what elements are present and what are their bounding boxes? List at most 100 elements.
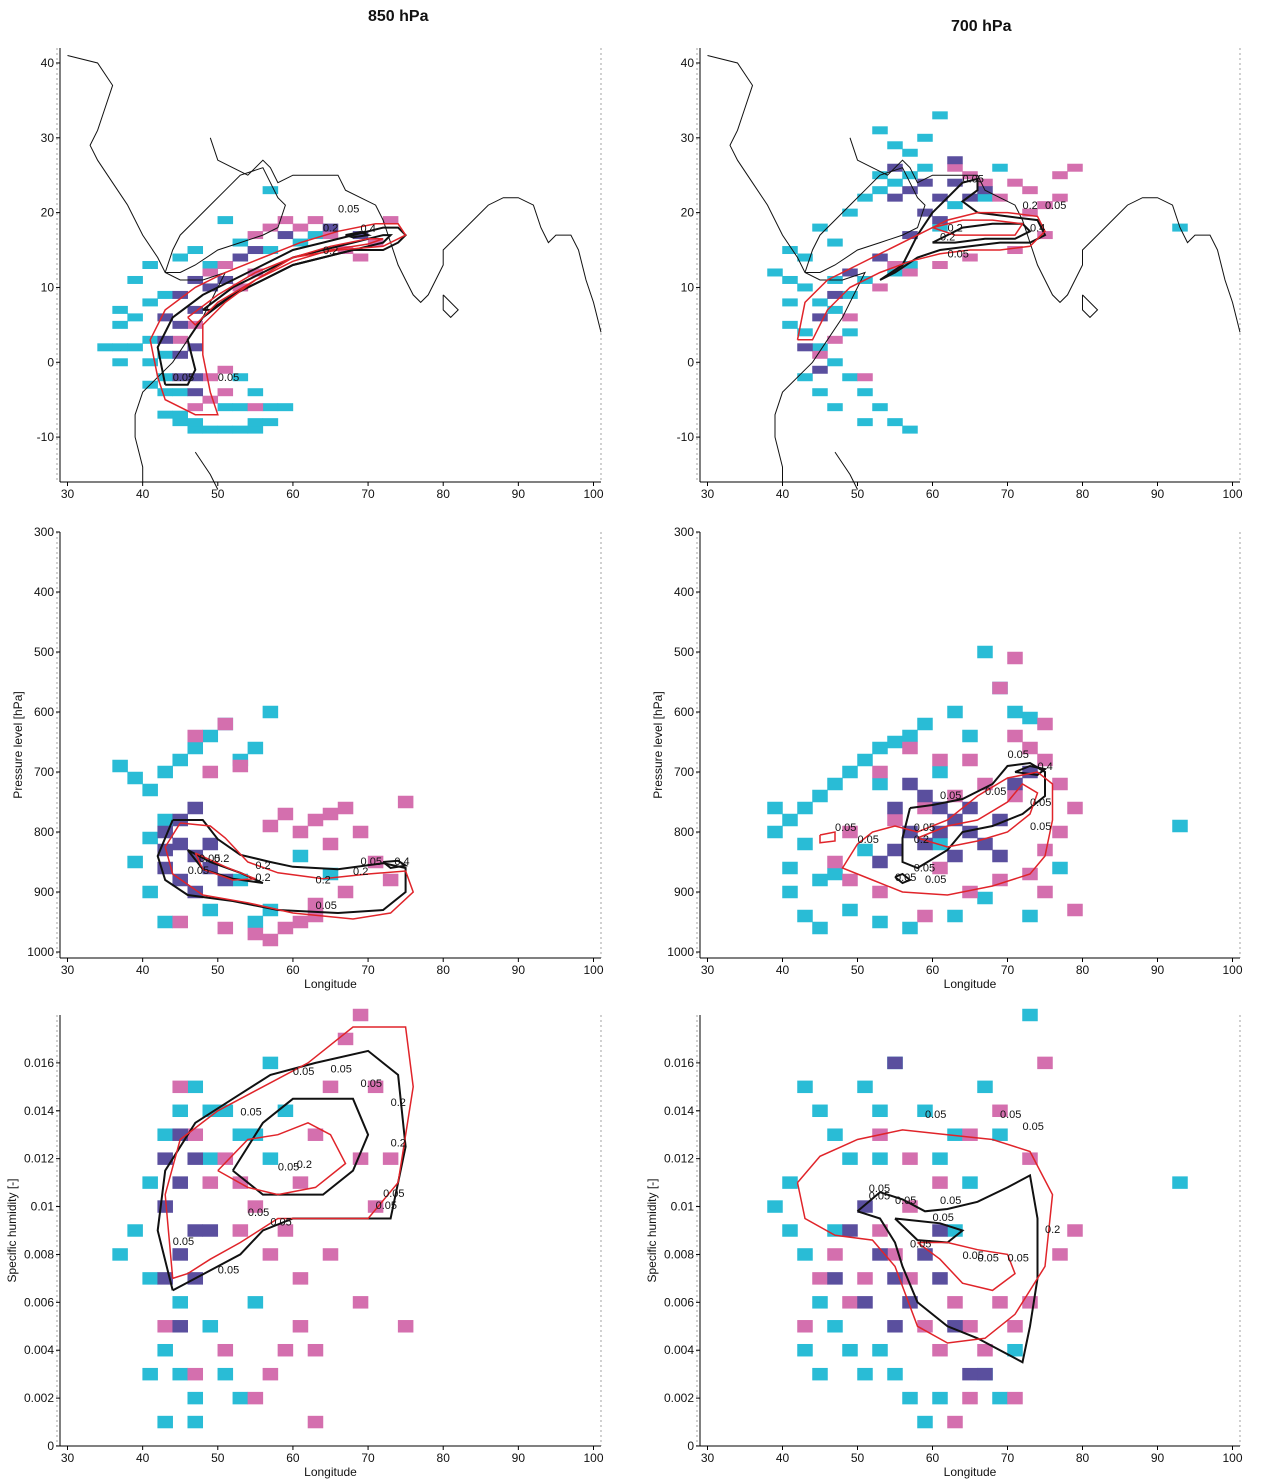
heatmap-cell bbox=[187, 418, 204, 427]
heatmap-cell bbox=[187, 373, 204, 382]
heatmap-cell bbox=[917, 789, 933, 803]
heatmap-cell bbox=[1007, 705, 1023, 719]
heatmap-cell bbox=[1022, 208, 1038, 217]
x-tick-label: 80 bbox=[437, 1451, 451, 1465]
heatmap-cell bbox=[797, 1343, 813, 1357]
heatmap-cell bbox=[247, 418, 264, 427]
contour-red bbox=[194, 852, 256, 881]
heatmap-cell bbox=[217, 403, 234, 412]
heatmap-cell bbox=[322, 1248, 339, 1261]
heatmap-cell bbox=[172, 1176, 188, 1189]
heatmap-cell bbox=[992, 849, 1008, 863]
contour-label: 0.05 bbox=[1045, 200, 1066, 212]
heatmap-cell bbox=[932, 193, 948, 202]
y-tick-label: 10 bbox=[681, 280, 695, 294]
contour-label: 0.2 bbox=[1045, 1224, 1060, 1236]
heatmap-cell bbox=[367, 238, 384, 247]
contour-label: 0.4 bbox=[361, 223, 376, 235]
heatmap-cell bbox=[932, 261, 948, 269]
heatmap-cell bbox=[142, 1367, 158, 1381]
x-tick-label: 90 bbox=[512, 963, 526, 977]
heatmap-cell bbox=[992, 1391, 1008, 1405]
x-tick-label: 30 bbox=[701, 963, 715, 977]
y-tick-label: 0.002 bbox=[664, 1391, 694, 1405]
heatmap-cell bbox=[322, 1080, 339, 1094]
heatmap-cell bbox=[782, 298, 798, 307]
x-tick-label: 100 bbox=[583, 487, 603, 501]
heatmap-cell bbox=[947, 1320, 963, 1333]
heatmap-cell bbox=[1007, 246, 1023, 255]
heatmap-cell bbox=[247, 246, 264, 255]
contour-label: 0.05 bbox=[940, 1195, 961, 1207]
contour-label: 0.05 bbox=[361, 1078, 382, 1090]
heatmap-cell bbox=[842, 1224, 858, 1237]
heatmap-cell bbox=[1052, 777, 1068, 791]
heatmap-cell bbox=[902, 729, 918, 743]
heatmap-cell bbox=[337, 885, 354, 899]
contour-label: 0.2 bbox=[948, 222, 963, 234]
heatmap-cell bbox=[142, 831, 158, 845]
y-tick-label: 600 bbox=[674, 705, 694, 719]
coastline bbox=[164, 167, 286, 273]
y-tick-label: 700 bbox=[674, 765, 694, 779]
heatmap-cell bbox=[782, 246, 798, 255]
x-tick-label: 40 bbox=[776, 1451, 790, 1465]
heatmap-cell bbox=[962, 253, 978, 262]
contour-black bbox=[156, 1049, 407, 1292]
x-tick-label: 80 bbox=[437, 487, 451, 501]
heatmap-cell bbox=[827, 335, 843, 344]
heatmap-cell bbox=[217, 275, 234, 284]
x-tick-label: 90 bbox=[1151, 1451, 1165, 1465]
heatmap-cell bbox=[887, 1056, 903, 1070]
contour-label: 0.05 bbox=[361, 856, 382, 868]
heatmap-cell bbox=[172, 1320, 188, 1333]
heatmap-cell bbox=[812, 789, 828, 803]
heatmap-cell bbox=[1067, 801, 1083, 815]
coastline bbox=[209, 137, 602, 333]
heatmap-cell bbox=[782, 1176, 798, 1189]
y-tick-label: 0.014 bbox=[24, 1104, 54, 1118]
heatmap-cell bbox=[277, 1343, 294, 1357]
heatmap-cell bbox=[947, 909, 963, 923]
heatmap-cell bbox=[337, 1032, 354, 1046]
contour-red bbox=[819, 831, 836, 844]
y-tick-label: 0 bbox=[687, 355, 694, 369]
heatmap-cell bbox=[187, 425, 204, 434]
heatmap-cell bbox=[887, 178, 903, 187]
contour-label: 0.4 bbox=[394, 856, 409, 868]
x-tick-label: 60 bbox=[286, 487, 300, 501]
heatmap-cell bbox=[872, 1152, 888, 1165]
heatmap-cell bbox=[307, 897, 324, 911]
contour-label: 0.2 bbox=[214, 853, 229, 865]
heatmap-cell bbox=[857, 1080, 873, 1094]
heatmap-cell bbox=[812, 1367, 828, 1381]
x-tick-label: 30 bbox=[61, 1451, 75, 1465]
contour-label: 0.05 bbox=[914, 863, 935, 875]
y-tick-label: 300 bbox=[674, 525, 694, 539]
heatmap-cell bbox=[782, 320, 798, 329]
heatmap-cell bbox=[917, 801, 933, 815]
heatmap-cell bbox=[1022, 1152, 1038, 1165]
y-tick-label: 0.006 bbox=[664, 1295, 694, 1309]
heatmap-cell bbox=[1037, 717, 1053, 731]
heatmap-cell bbox=[812, 298, 828, 307]
heatmap-cell bbox=[247, 1296, 264, 1309]
heatmap-cell bbox=[187, 246, 204, 255]
y-tick-label: 0.01 bbox=[31, 1200, 55, 1214]
heatmap-cell bbox=[307, 813, 324, 827]
contour-red bbox=[164, 1026, 414, 1280]
heatmap-cell bbox=[172, 320, 188, 329]
heatmap-cell bbox=[872, 186, 888, 195]
heatmap-cell bbox=[157, 1152, 173, 1165]
contour-black bbox=[156, 819, 407, 915]
heatmap-cell bbox=[932, 753, 948, 767]
contour-red bbox=[796, 211, 1046, 341]
x-tick-label: 70 bbox=[361, 1451, 375, 1465]
heatmap-cell bbox=[292, 849, 309, 863]
heatmap-cell bbox=[262, 1367, 279, 1381]
heatmap-cell bbox=[797, 328, 813, 337]
y-axis-title: Pressure level [hPa] bbox=[11, 691, 25, 798]
y-tick-label: 400 bbox=[34, 585, 54, 599]
x-tick-label: 50 bbox=[211, 487, 225, 501]
